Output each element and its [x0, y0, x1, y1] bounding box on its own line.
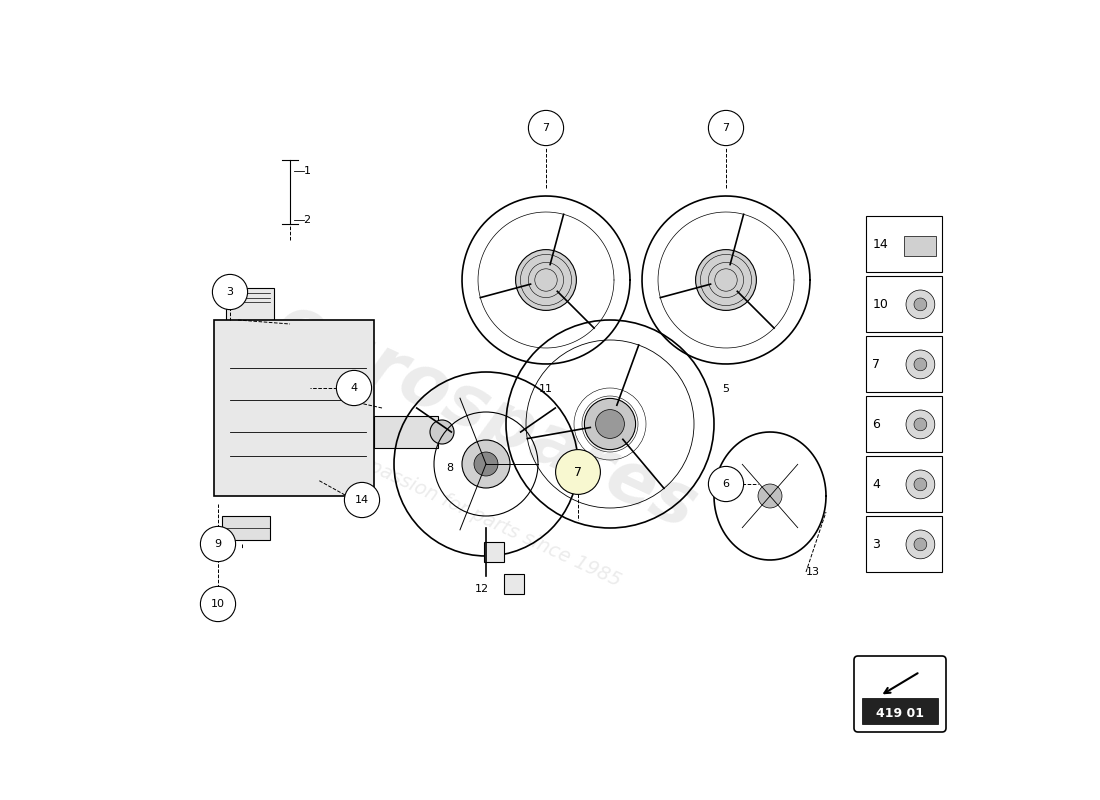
FancyBboxPatch shape	[862, 698, 938, 724]
Text: 5: 5	[723, 384, 729, 394]
FancyBboxPatch shape	[505, 574, 524, 594]
Text: 12: 12	[475, 584, 490, 594]
Circle shape	[695, 250, 757, 310]
Circle shape	[212, 274, 248, 310]
Circle shape	[906, 470, 935, 499]
Text: 7: 7	[542, 123, 550, 133]
Circle shape	[758, 484, 782, 508]
Circle shape	[906, 530, 935, 558]
Text: 10: 10	[872, 298, 889, 311]
Text: 14: 14	[872, 238, 888, 251]
Text: 4: 4	[351, 383, 358, 393]
FancyBboxPatch shape	[904, 237, 936, 256]
Circle shape	[914, 358, 927, 371]
Text: 1: 1	[304, 166, 310, 176]
Text: 8: 8	[447, 463, 453, 473]
Circle shape	[556, 450, 601, 494]
Text: 7: 7	[872, 358, 880, 371]
Circle shape	[584, 398, 636, 450]
FancyBboxPatch shape	[226, 288, 274, 320]
FancyBboxPatch shape	[484, 542, 504, 562]
FancyBboxPatch shape	[866, 216, 942, 272]
Text: 7: 7	[723, 123, 729, 133]
Circle shape	[914, 298, 927, 310]
Circle shape	[914, 538, 927, 550]
Text: 14: 14	[355, 495, 370, 505]
FancyBboxPatch shape	[374, 416, 438, 448]
Circle shape	[430, 420, 454, 444]
Text: 3: 3	[227, 287, 233, 297]
Circle shape	[708, 110, 744, 146]
FancyBboxPatch shape	[854, 656, 946, 732]
Text: 419 01: 419 01	[876, 706, 924, 719]
Circle shape	[516, 250, 576, 310]
Text: 6: 6	[872, 418, 880, 431]
Circle shape	[906, 290, 935, 318]
FancyBboxPatch shape	[866, 276, 942, 332]
Circle shape	[906, 410, 935, 438]
Text: a passion for parts since 1985: a passion for parts since 1985	[349, 449, 624, 591]
Circle shape	[200, 586, 235, 622]
Circle shape	[337, 370, 372, 406]
Text: 4: 4	[872, 478, 880, 491]
Circle shape	[462, 440, 510, 488]
Circle shape	[708, 466, 744, 502]
Text: eurospares: eurospares	[264, 288, 707, 544]
Circle shape	[914, 478, 927, 490]
Text: 10: 10	[211, 599, 226, 609]
FancyBboxPatch shape	[222, 516, 270, 540]
Circle shape	[200, 526, 235, 562]
Text: 3: 3	[872, 538, 880, 551]
FancyBboxPatch shape	[866, 516, 942, 572]
Circle shape	[528, 110, 563, 146]
FancyBboxPatch shape	[866, 456, 942, 512]
Text: 11: 11	[539, 384, 553, 394]
Circle shape	[914, 418, 927, 430]
Circle shape	[344, 482, 380, 518]
FancyBboxPatch shape	[214, 320, 374, 496]
Circle shape	[474, 452, 498, 476]
FancyBboxPatch shape	[866, 396, 942, 452]
FancyBboxPatch shape	[866, 336, 942, 392]
Text: 6: 6	[723, 479, 729, 489]
Text: 2: 2	[304, 215, 310, 225]
Text: 13: 13	[806, 567, 820, 577]
Circle shape	[595, 410, 625, 438]
Text: 9: 9	[214, 539, 221, 549]
Circle shape	[906, 350, 935, 379]
Text: 7: 7	[574, 466, 582, 478]
